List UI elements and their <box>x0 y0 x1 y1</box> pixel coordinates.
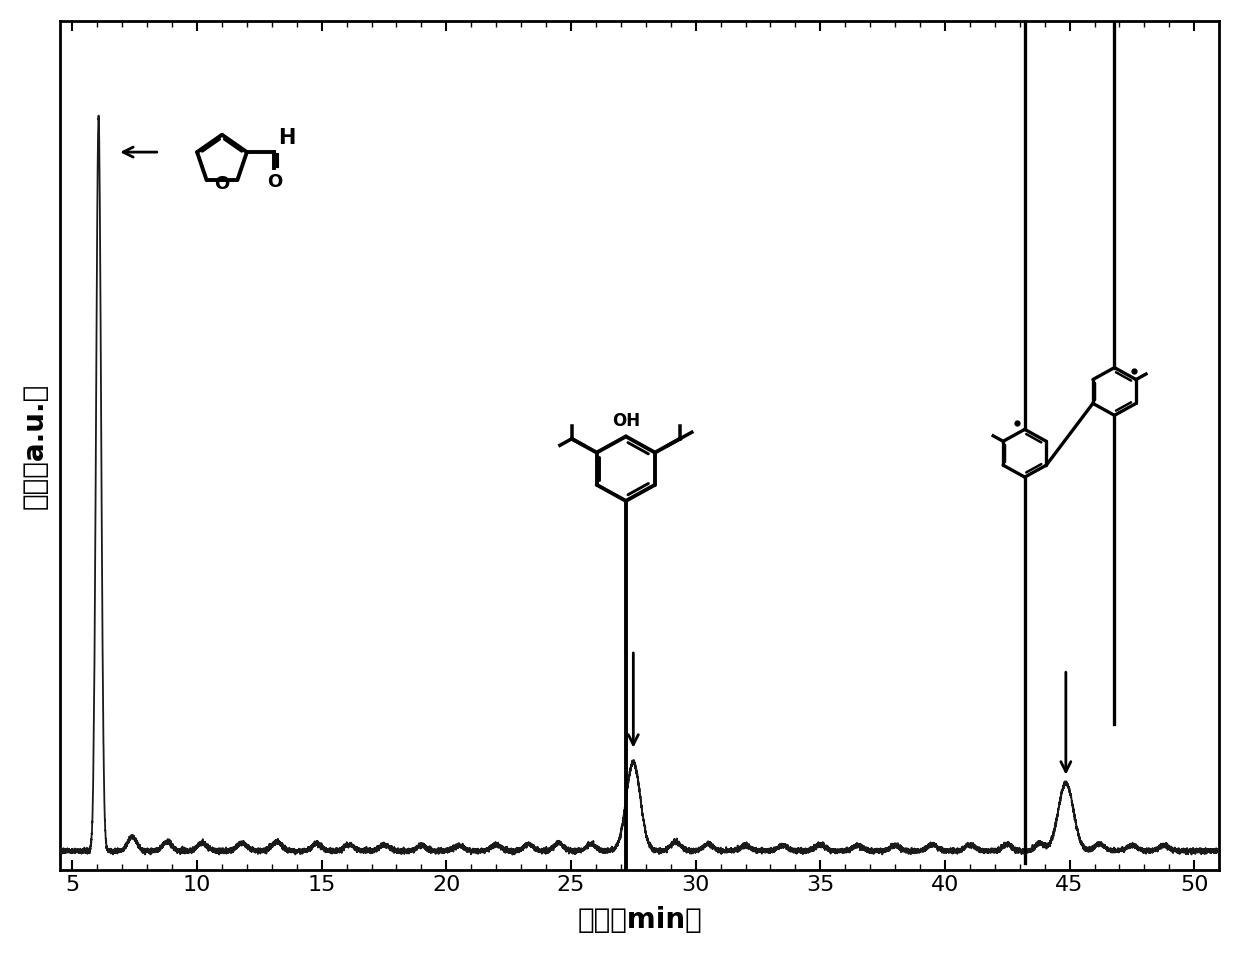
Y-axis label: 强度（a.u.）: 强度（a.u.） <box>21 382 48 509</box>
Text: OH: OH <box>611 413 640 431</box>
Text: O: O <box>215 176 229 194</box>
Text: O: O <box>267 173 281 191</box>
X-axis label: 时间（min）: 时间（min） <box>577 906 702 934</box>
Text: H: H <box>278 129 295 148</box>
